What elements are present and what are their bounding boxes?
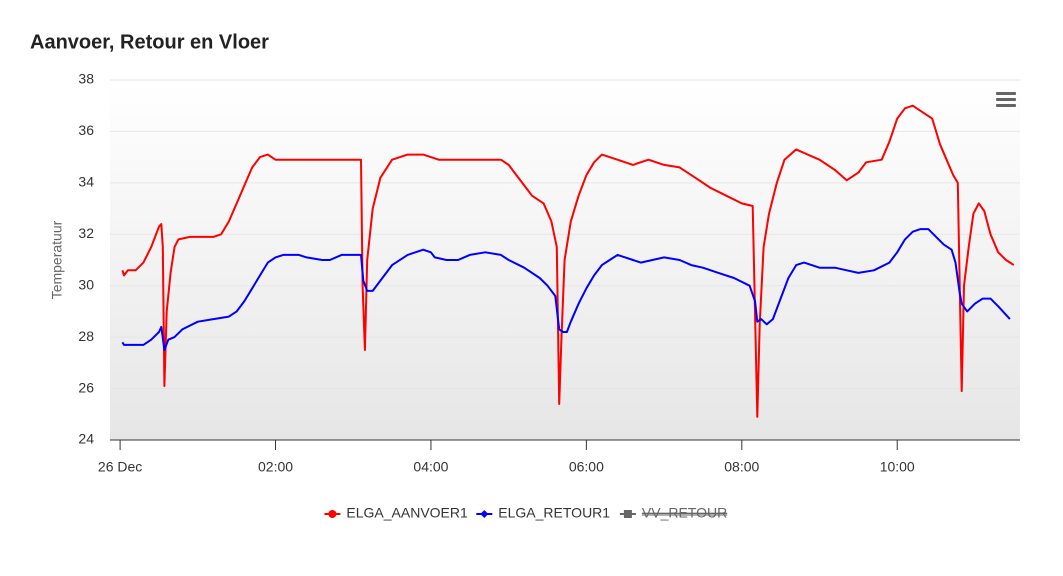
series-line (121, 104, 1015, 418)
series-line (121, 228, 1011, 351)
y-tick-label: 32 (78, 225, 94, 241)
legend-label[interactable]: ELGA_AANVOER1 (346, 505, 468, 521)
legend-marker (480, 510, 489, 518)
y-tick-label: 28 (78, 328, 94, 344)
menu-bar (996, 98, 1016, 101)
menu-bar (996, 104, 1016, 107)
y-tick-label: 30 (78, 276, 94, 292)
y-axis-label: Temperatuur (49, 220, 65, 299)
y-tick-label: 26 (78, 379, 94, 395)
y-tick-label: 38 (78, 71, 94, 87)
legend-label[interactable]: VV_RETOUR (642, 505, 727, 521)
y-tick-label: 34 (78, 174, 94, 190)
y-tick-label: 24 (78, 431, 94, 447)
x-tick-label: 04:00 (413, 459, 448, 475)
x-tick-label: 10:00 (880, 459, 915, 475)
y-tick-label: 36 (78, 122, 94, 138)
legend: ELGA_AANVOER1 ELGA_RETOUR1 VV_RETOUR (324, 505, 728, 521)
legend-label[interactable]: ELGA_RETOUR1 (498, 505, 610, 521)
x-tick-label: 02:00 (258, 459, 293, 475)
x-tick-label: 06:00 (569, 459, 604, 475)
menu-button[interactable] (994, 90, 1018, 112)
legend-item[interactable]: VV_RETOUR (619, 505, 728, 521)
legend-item[interactable]: ELGA_RETOUR1 (476, 505, 610, 521)
x-tick-label: 26 Dec (98, 459, 142, 475)
x-tick-label: 08:00 (724, 459, 759, 475)
chart-title: Aanvoer, Retour en Vloer (30, 31, 269, 53)
legend-marker (623, 510, 632, 518)
menu-bar (996, 92, 1016, 95)
legend-item[interactable]: ELGA_AANVOER1 (324, 505, 468, 521)
legend-marker (328, 510, 337, 518)
